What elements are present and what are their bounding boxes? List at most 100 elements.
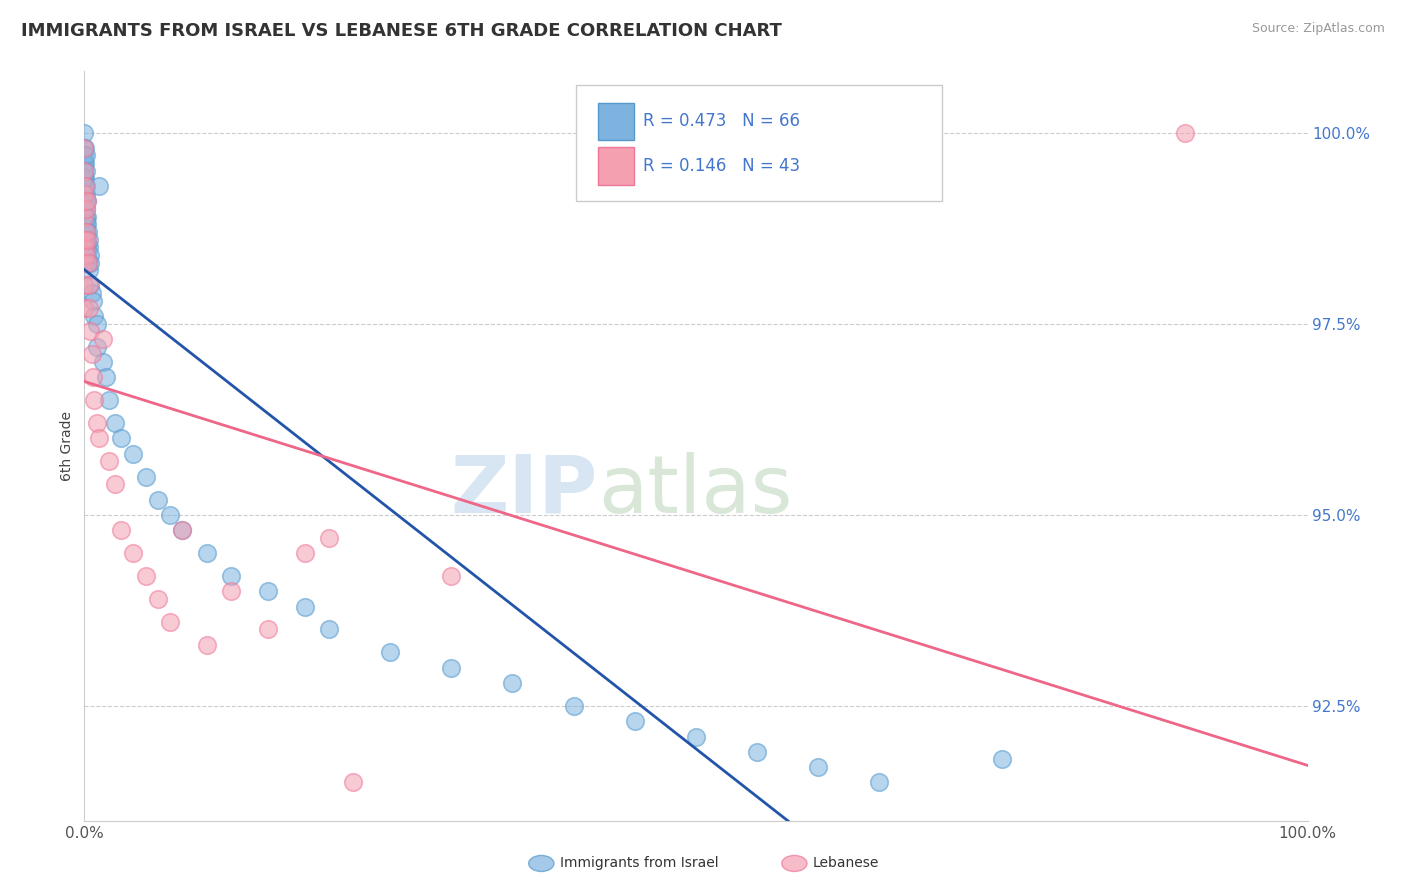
Point (77, 278, 100, 293)
Point (75, 210, 97, 224)
Point (77, 233, 100, 247)
Point (73, 233, 96, 247)
Point (75, 233, 97, 247)
Point (342, 775, 364, 789)
Point (77, 301, 100, 316)
Point (75, 202, 97, 216)
Point (76, 194, 98, 209)
Point (83, 309, 105, 323)
Point (146, 591, 169, 606)
Point (159, 508, 181, 522)
Point (73, 301, 96, 316)
Text: Immigrants from Israel: Immigrants from Israel (560, 856, 718, 871)
Point (97, 454, 120, 468)
Point (502, 676, 524, 690)
Point (73, 156, 96, 170)
Point (79, 324, 101, 338)
Point (91, 332, 114, 346)
Point (991, 752, 1014, 766)
Point (76, 217, 98, 231)
Point (73, 126, 96, 140)
Point (1174, 126, 1197, 140)
Point (257, 623, 280, 637)
Point (75, 186, 97, 201)
Point (75, 225, 97, 239)
Text: Source: ZipAtlas.com: Source: ZipAtlas.com (1251, 22, 1385, 36)
Point (807, 760, 830, 774)
Point (75, 179, 97, 194)
Point (76, 240, 98, 254)
Point (294, 546, 316, 560)
Point (73, 194, 96, 209)
Point (77, 240, 100, 254)
Point (73, 141, 96, 155)
Point (172, 523, 194, 537)
Point (219, 584, 242, 599)
Point (77, 255, 100, 269)
Text: Lebanese: Lebanese (813, 856, 879, 871)
Point (110, 431, 132, 445)
Point (97, 393, 120, 408)
Point (79, 248, 101, 262)
Point (146, 492, 169, 507)
Text: ZIP: ZIP (451, 452, 598, 530)
Point (73, 171, 96, 186)
Point (135, 569, 157, 583)
Point (73, 179, 96, 194)
Point (110, 523, 132, 537)
Point (76, 248, 98, 262)
Point (86, 340, 108, 354)
Point (75, 217, 97, 231)
Point (87, 179, 110, 194)
Point (82, 370, 104, 384)
Point (73, 186, 96, 201)
Text: R = 0.146   N = 43: R = 0.146 N = 43 (643, 157, 800, 175)
Point (76, 233, 98, 247)
Point (73, 202, 96, 216)
Text: atlas: atlas (598, 452, 793, 530)
Point (73, 156, 96, 170)
Point (624, 714, 647, 729)
Y-axis label: 6th Grade: 6th Grade (60, 411, 75, 481)
Point (76, 194, 98, 209)
Point (73, 179, 96, 194)
Point (87, 431, 110, 445)
Point (73, 163, 96, 178)
Point (77, 255, 100, 269)
Point (75, 225, 97, 239)
Point (77, 225, 100, 239)
Point (440, 569, 463, 583)
Point (73, 148, 96, 162)
Point (86, 416, 108, 430)
Point (75, 148, 97, 162)
Text: IMMIGRANTS FROM ISRAEL VS LEBANESE 6TH GRADE CORRELATION CHART: IMMIGRANTS FROM ISRAEL VS LEBANESE 6TH G… (21, 22, 782, 40)
Point (73, 171, 96, 186)
Point (80, 347, 103, 361)
Point (91, 355, 114, 369)
Point (380, 645, 402, 659)
Point (75, 194, 97, 209)
Point (562, 698, 585, 713)
Point (73, 210, 96, 224)
Point (79, 255, 101, 269)
Point (73, 186, 96, 201)
Point (77, 263, 100, 277)
Text: R = 0.473   N = 66: R = 0.473 N = 66 (643, 112, 800, 130)
Point (318, 531, 340, 545)
Point (73, 163, 96, 178)
Point (79, 278, 101, 293)
Point (73, 240, 96, 254)
Point (104, 416, 127, 430)
Point (83, 393, 105, 408)
Point (73, 141, 96, 155)
Point (747, 745, 769, 759)
Point (86, 317, 108, 331)
Point (172, 523, 194, 537)
Point (73, 255, 96, 269)
Point (257, 584, 280, 599)
Point (195, 638, 218, 652)
Point (159, 615, 181, 629)
Point (82, 293, 104, 308)
Point (122, 546, 145, 560)
Point (96, 370, 118, 384)
